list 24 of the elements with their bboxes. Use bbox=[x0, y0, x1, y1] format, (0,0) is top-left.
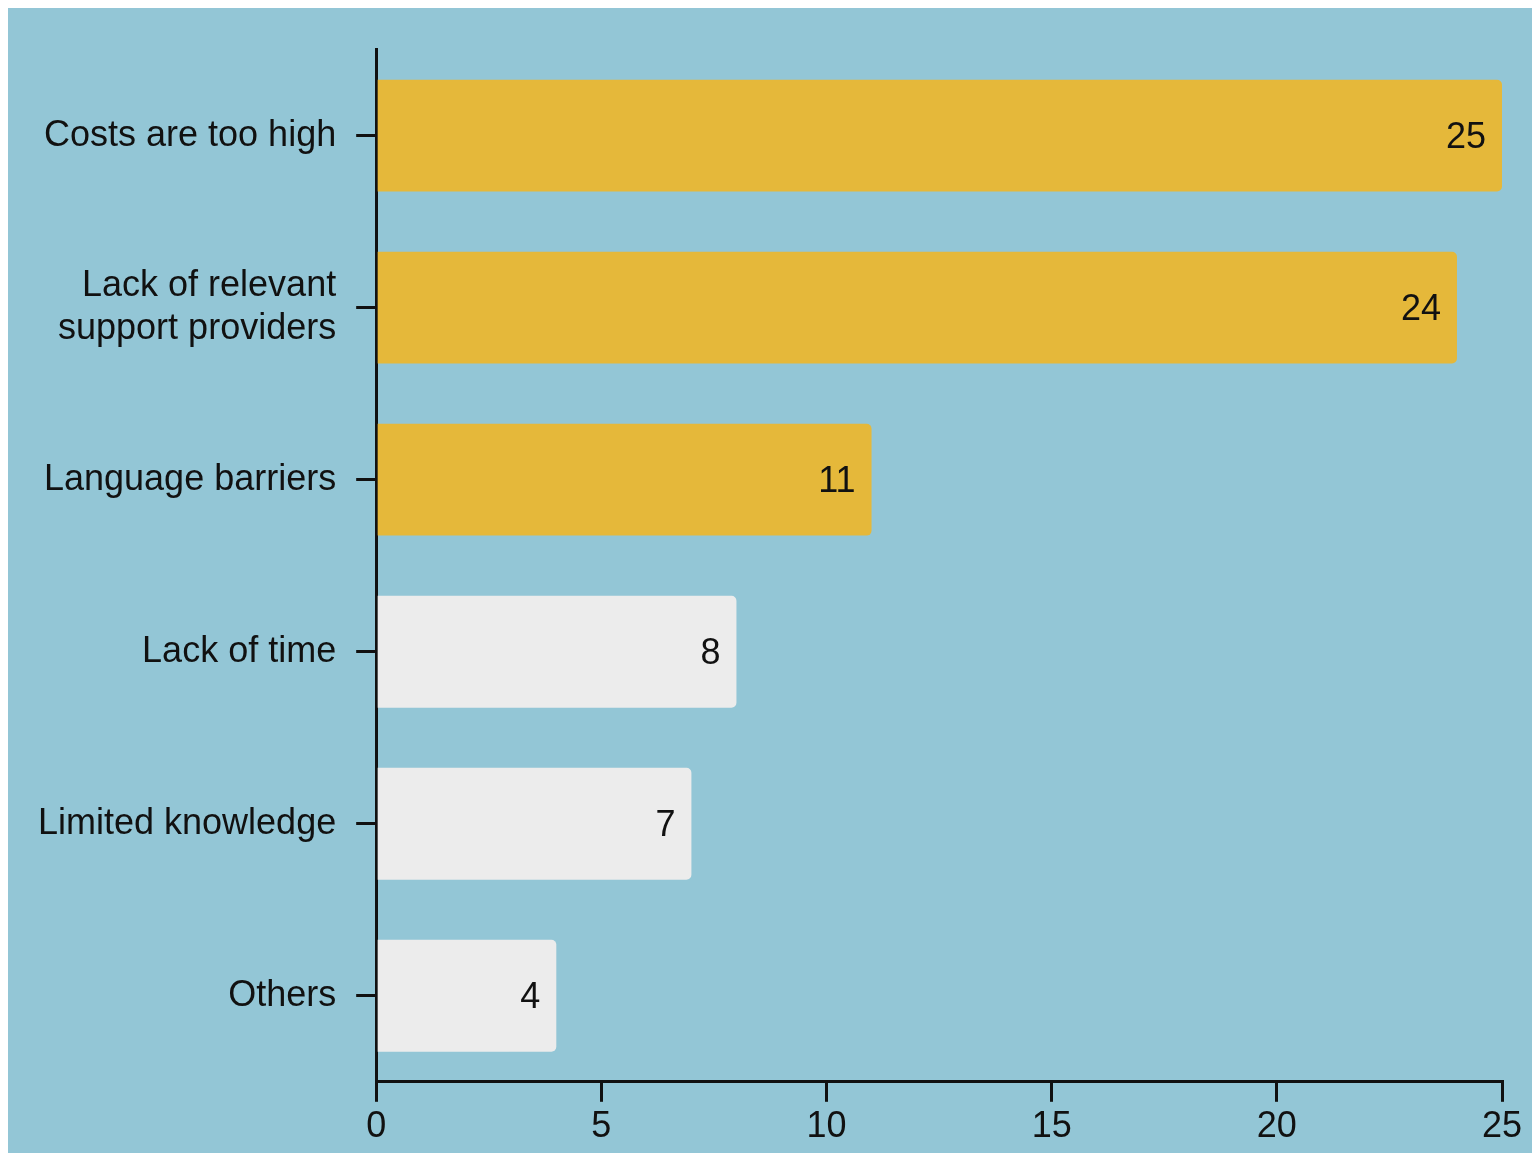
data-label: 4 bbox=[520, 974, 541, 1016]
data-label: 25 bbox=[1445, 114, 1486, 156]
bar bbox=[377, 939, 557, 1052]
data-label: 7 bbox=[655, 802, 676, 844]
x-tick-label: 5 bbox=[591, 1104, 612, 1146]
y-tick-label: Language barriers bbox=[43, 456, 337, 498]
bar bbox=[377, 595, 737, 708]
bar bbox=[377, 79, 1502, 192]
x-tick-label: 25 bbox=[1481, 1104, 1523, 1146]
x-tick-label: 20 bbox=[1256, 1104, 1297, 1146]
x-tick-label: 0 bbox=[366, 1104, 387, 1146]
bar bbox=[377, 423, 872, 536]
bar bbox=[377, 767, 692, 880]
data-label: 8 bbox=[700, 630, 721, 672]
bar bbox=[377, 251, 1457, 364]
y-tick-label: Others bbox=[228, 972, 337, 1014]
y-tick-label: Lack of time bbox=[142, 628, 337, 670]
x-tick-label: 15 bbox=[1031, 1104, 1072, 1146]
data-label: 24 bbox=[1400, 286, 1441, 328]
y-tick-label: Lack of relevant support providers bbox=[58, 262, 337, 348]
x-tick-label: 10 bbox=[806, 1104, 847, 1146]
y-tick-label: Costs are too high bbox=[44, 112, 337, 154]
y-tick-label: Limited knowledge bbox=[37, 800, 337, 842]
data-label: 11 bbox=[818, 458, 856, 500]
